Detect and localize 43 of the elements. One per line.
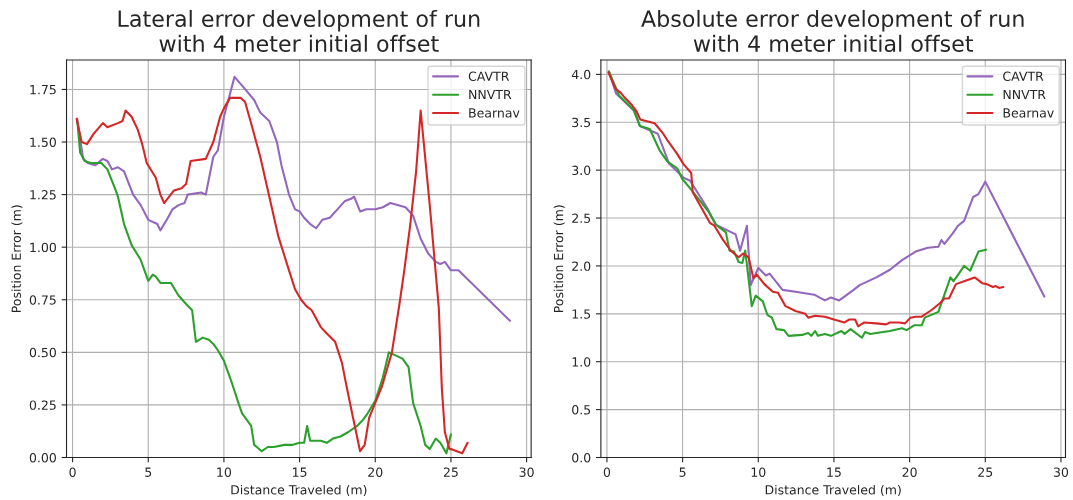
x-tick-label: 15 <box>827 467 841 477</box>
x-axis-title: Distance Traveled (m) <box>765 484 901 497</box>
x-tick-label: 30 <box>1053 467 1069 477</box>
chart-title: Lateral error development of run with 4 meter initial offset <box>118 9 480 52</box>
x-tick-label: 20 <box>368 467 383 477</box>
x-tick-label: 0 <box>69 467 76 477</box>
y-tick-label: 2.0 <box>572 261 591 271</box>
y-axis-title: Position Error (m) <box>553 205 565 313</box>
x-tick-label: 25 <box>978 467 993 477</box>
y-tick-label: 0.5 <box>572 405 591 415</box>
y-tick-label: 1.75 <box>30 85 56 95</box>
y-tick-label: 1.5 <box>572 309 591 319</box>
y-tick-label: 3.5 <box>572 117 591 128</box>
legend-label: Bearnav <box>1003 108 1054 118</box>
y-tick-label: 2.5 <box>572 213 591 223</box>
y-tick-label: 4.0 <box>571 69 591 80</box>
y-tick-label: 0.75 <box>29 295 56 305</box>
x-tick-label: 20 <box>902 467 917 477</box>
x-tick-label: 15 <box>293 467 307 477</box>
y-tick-label: 1.0 <box>572 357 591 367</box>
x-tick-label: 25 <box>443 467 458 477</box>
legend-label: CAVTR <box>468 71 510 81</box>
y-axis-title: Position Error (m) <box>11 205 23 313</box>
y-tick-label: 0.50 <box>29 347 56 358</box>
y-tick-label: 1.00 <box>30 242 56 253</box>
y-tick-label: 0.25 <box>29 400 56 410</box>
y-tick-label: 1.50 <box>30 137 56 147</box>
y-tick-label: 0.00 <box>29 452 56 463</box>
x-tick-label: 10 <box>751 467 766 477</box>
x-tick-label: 30 <box>519 467 534 477</box>
x-tick-label: 5 <box>679 467 686 477</box>
x-tick-label: 5 <box>145 467 152 477</box>
x-axis-title: Distance Traveled (m) <box>231 484 367 497</box>
x-tick-label: 10 <box>217 467 232 477</box>
legend-label: Bearnav <box>469 108 520 118</box>
x-tick-label: 0 <box>603 467 611 477</box>
legend-label: NNVTR <box>469 89 512 100</box>
y-tick-label: 3.0 <box>572 165 591 176</box>
legend-label: CAVTR <box>1003 71 1044 81</box>
chart-title: Absolute error development of run with 4 meter initial offset <box>641 9 1024 52</box>
y-tick-label: 1.25 <box>30 190 56 200</box>
y-tick-label: 0.0 <box>572 452 591 463</box>
legend-label: NNVTR <box>1003 89 1046 100</box>
